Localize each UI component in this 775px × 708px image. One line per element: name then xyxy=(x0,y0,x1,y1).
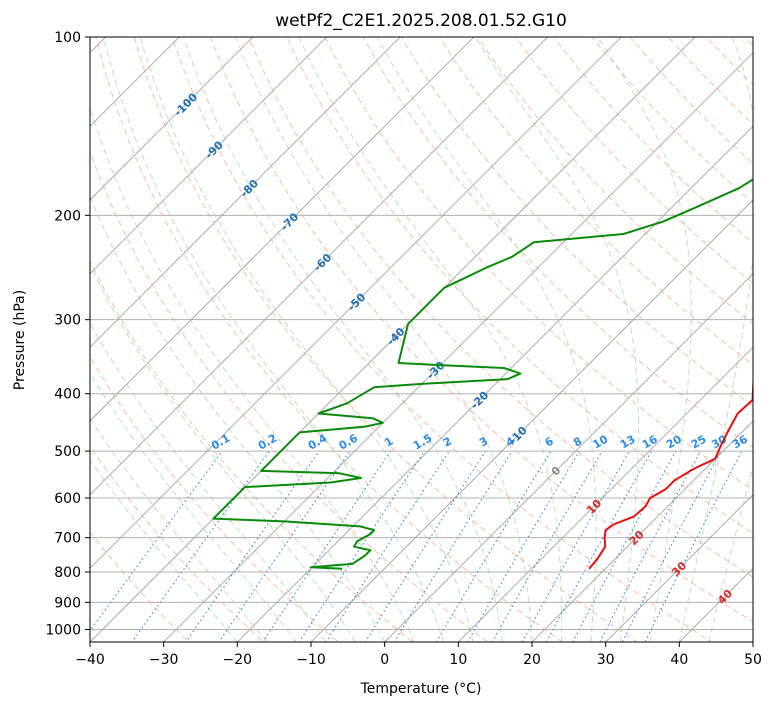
moist-adiabat xyxy=(183,37,503,642)
isotherm-line xyxy=(90,37,401,348)
dry-adiabat xyxy=(90,356,340,642)
dry-adiabat xyxy=(171,37,713,642)
x-axis-label: Temperature (°C) xyxy=(360,681,482,697)
mixing-ratio-line xyxy=(185,450,320,642)
y-axis-label: Pressure (hPa) xyxy=(12,290,28,390)
mixing-ratio-line xyxy=(218,450,351,642)
dry-adiabat xyxy=(90,259,414,642)
moist-adiabat xyxy=(90,195,386,642)
x-tick-label: 40 xyxy=(670,652,688,668)
moist-adiabat xyxy=(139,37,474,642)
dry-adiabat xyxy=(95,37,564,642)
dewpoint-profile-line xyxy=(212,178,753,570)
mixing-ratio-line xyxy=(435,450,552,642)
dry-adiabat xyxy=(438,37,753,366)
x-tick-label: −20 xyxy=(223,652,253,668)
isotherm-line xyxy=(457,346,753,642)
x-tick-label: −10 xyxy=(296,652,326,668)
y-tick-label: 700 xyxy=(54,531,81,547)
moist-adiabat xyxy=(103,37,445,642)
dry-adiabat xyxy=(90,445,265,642)
moist-adiabat xyxy=(90,106,415,642)
dry-adiabat xyxy=(286,37,753,534)
y-tick-label: 900 xyxy=(54,595,81,611)
dry-adiabat xyxy=(477,37,753,325)
y-tick-label: 1000 xyxy=(45,622,81,638)
y-tick-label: 800 xyxy=(54,565,81,581)
x-tick-label: 10 xyxy=(449,652,467,668)
isotherm-line xyxy=(90,37,549,496)
moist-adiabat xyxy=(376,37,597,642)
isotherm-line xyxy=(163,52,753,642)
isotherm-line xyxy=(236,125,753,642)
y-tick-label: 300 xyxy=(54,313,81,329)
isotherm-line xyxy=(90,37,180,127)
plot-frame xyxy=(89,36,754,643)
mixing-ratio-line xyxy=(644,450,743,642)
moist-adiabat xyxy=(235,37,533,642)
dry-adiabat xyxy=(400,37,753,407)
y-axis: 1000 900 800 700 600 500 400 300 200 100 xyxy=(45,30,90,638)
mixing-ratio-line xyxy=(545,450,653,642)
isotherm-line xyxy=(90,37,475,422)
moist-adiabat xyxy=(90,417,268,642)
x-tick-label: 20 xyxy=(523,652,541,668)
moist-adiabat xyxy=(90,459,238,642)
isotherm-line xyxy=(605,494,753,642)
mixing-ratio-line xyxy=(325,450,450,642)
mixing-ratio-line xyxy=(599,450,701,642)
x-tick-label: 30 xyxy=(597,652,615,668)
background-lines xyxy=(90,37,753,642)
dry-adiabat xyxy=(133,37,638,642)
mixing-ratio-line xyxy=(521,450,630,642)
y-tick-label: 600 xyxy=(54,491,81,507)
moist-adiabat xyxy=(90,264,356,642)
isotherm-line xyxy=(384,273,753,642)
y-tick-label: 100 xyxy=(54,30,81,46)
moist-adiabat xyxy=(90,372,297,642)
moist-adiabat xyxy=(678,37,753,642)
moist-adiabat xyxy=(597,37,692,642)
dry-adiabat xyxy=(248,37,753,578)
x-tick-label: −40 xyxy=(75,652,105,668)
x-tick-label: 50 xyxy=(744,652,762,668)
mixing-ratio-line xyxy=(90,450,223,632)
moist-adiabat xyxy=(90,321,327,642)
isotherm-line xyxy=(531,420,753,642)
dry-adiabat xyxy=(209,37,753,623)
x-tick-label: −30 xyxy=(149,652,179,668)
isotherm-line xyxy=(90,37,254,201)
isotherm-line xyxy=(90,37,328,275)
dry-adiabat xyxy=(90,531,190,642)
y-tick-label: 400 xyxy=(54,387,81,403)
x-tick-label: 0 xyxy=(380,652,389,668)
mixing-ratio-line xyxy=(621,450,722,642)
mixing-ratio-line xyxy=(491,450,603,642)
y-tick-label: 200 xyxy=(54,208,81,224)
isotherm-line xyxy=(310,199,753,642)
x-axis: −40 −30 −20 −10 0 10 20 30 40 50 xyxy=(75,642,762,668)
y-tick-label: 500 xyxy=(54,444,81,460)
isotherm-line xyxy=(90,37,622,569)
mixing-ratio-line xyxy=(466,450,580,642)
mixing-ratio-line xyxy=(393,450,513,642)
moist-adiabat xyxy=(298,37,563,642)
moist-adiabat xyxy=(474,37,639,642)
moist-adiabat xyxy=(708,465,753,642)
chart-title: wetPf2_C2E1.2025.208.01.52.G10 xyxy=(275,11,567,31)
isotherm-line xyxy=(90,37,696,642)
